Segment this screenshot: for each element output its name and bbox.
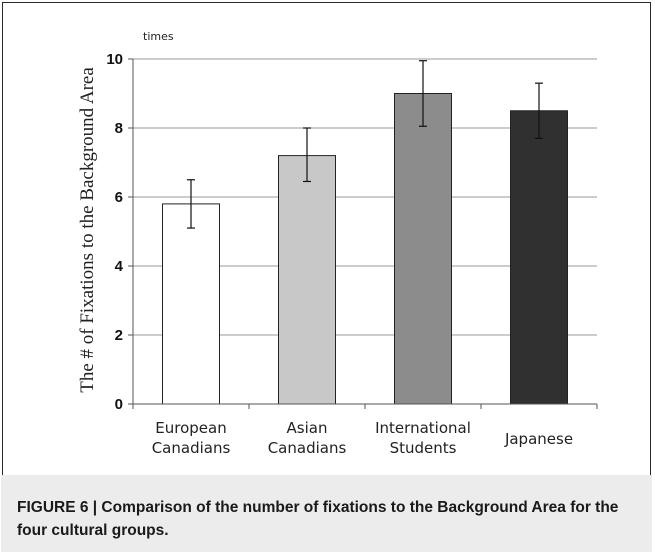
category-label-line: Japanese (504, 430, 573, 448)
y-tick-labels: 0 2 4 6 8 10 (106, 51, 123, 413)
bar (510, 110, 568, 405)
caption-band (1, 475, 652, 552)
bar (162, 203, 220, 405)
y-tick-label: 0 (115, 396, 123, 413)
category-label: International Students (375, 419, 471, 457)
y-axis-label: The # of Fixations to the Background Are… (77, 67, 98, 393)
bar (278, 155, 336, 405)
bar-chart: 0 2 4 6 8 10 European Canadians Asian Canadians I… (77, 30, 598, 457)
category-label-line: European (155, 419, 226, 437)
y-unit-label: times (143, 30, 174, 43)
category-label-line: Students (390, 439, 457, 457)
category-label: Japanese (504, 430, 573, 448)
y-tick-label: 6 (115, 189, 123, 206)
y-tick-label: 4 (115, 258, 124, 275)
category-label-line: Canadians (268, 439, 347, 457)
category-label-line: Asian (287, 419, 328, 437)
figure-caption: FIGURE 6 | Comparison of the number of f… (17, 499, 619, 539)
axes (128, 58, 598, 409)
category-label-line: International (375, 419, 471, 437)
bars (162, 60, 568, 405)
category-label: Asian Canadians (268, 419, 347, 457)
category-label: European Canadians (152, 419, 231, 457)
y-tick-label: 8 (115, 120, 123, 137)
category-label-line: Canadians (152, 439, 231, 457)
y-tick-label: 10 (106, 51, 123, 68)
bar (394, 93, 452, 405)
category-labels: European Canadians Asian Canadians Internati… (152, 419, 573, 457)
y-tick-label: 2 (115, 327, 123, 344)
